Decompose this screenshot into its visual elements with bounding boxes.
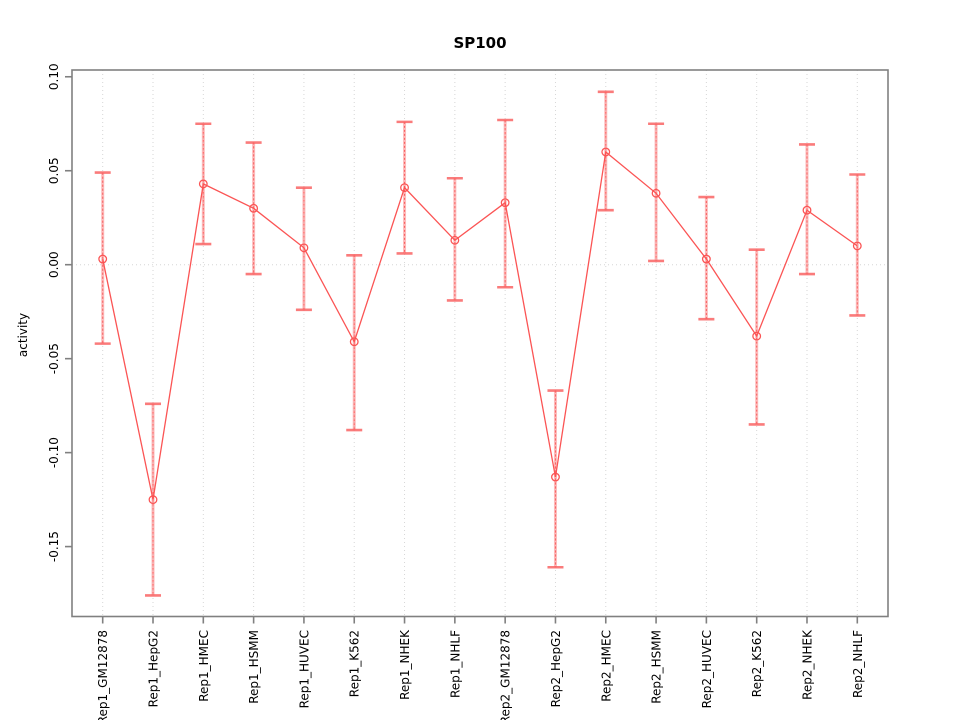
x-tick-label: Rep2_K562 (750, 630, 764, 697)
y-tick-label: 0.05 (47, 157, 61, 184)
data-point (349, 337, 359, 347)
y-tick-label: -0.05 (47, 343, 61, 374)
x-tick-label: Rep2_HUVEC (700, 630, 714, 708)
data-point (249, 203, 259, 213)
data-series (94, 90, 866, 597)
data-point (752, 331, 762, 341)
data-point (148, 495, 158, 505)
y-tick-label: -0.10 (47, 437, 61, 468)
data-point (500, 198, 510, 208)
y-tick-label: 0.10 (47, 63, 61, 90)
x-tick-label: Rep1_K562 (348, 630, 362, 697)
data-point (601, 147, 611, 157)
x-tick-label: Rep1_HMEC (197, 630, 211, 702)
data-point (852, 241, 862, 251)
chart-title: SP100 (453, 34, 506, 52)
data-point (299, 243, 309, 253)
x-tick-label: Rep2_NHLF (851, 630, 865, 698)
x-tick-label: Rep1_GM12878 (96, 630, 110, 720)
data-point (450, 235, 460, 245)
data-point (551, 472, 560, 482)
x-tick-label: Rep2_HMEC (599, 630, 613, 702)
data-point (651, 188, 661, 198)
data-point (701, 254, 711, 264)
x-tick-label: Rep2_GM12878 (499, 630, 513, 720)
data-point (198, 179, 208, 189)
x-tick-label: Rep1_NHLF (448, 630, 462, 698)
y-axis-label: activity (16, 313, 30, 357)
data-point (98, 254, 108, 264)
x-tick-label: Rep1_NHEK (398, 629, 412, 700)
x-tick-label: Rep2_HSMM (650, 630, 664, 704)
plot-box (71, 69, 889, 618)
data-point (802, 205, 812, 215)
grid-lines (72, 70, 888, 617)
x-tick-label: Rep2_HepG2 (549, 630, 563, 707)
x-tick-label: Rep1_HUVEC (297, 630, 311, 708)
y-tick-label: 0.00 (47, 251, 61, 278)
x-tick-label: Rep1_HSMM (247, 630, 261, 704)
y-tick-label: -0.15 (47, 531, 61, 562)
axis-tick-labels: 0.10 0.05 0.00 -0.05 -0.10 -0.15 Rep1_GM12878 R… (47, 63, 865, 720)
series-line (102, 150, 858, 500)
axes (65, 69, 889, 624)
data-point (400, 183, 409, 193)
x-tick-label: Rep2_NHEK (800, 629, 814, 700)
x-tick-label: Rep1_HepG2 (147, 630, 161, 707)
